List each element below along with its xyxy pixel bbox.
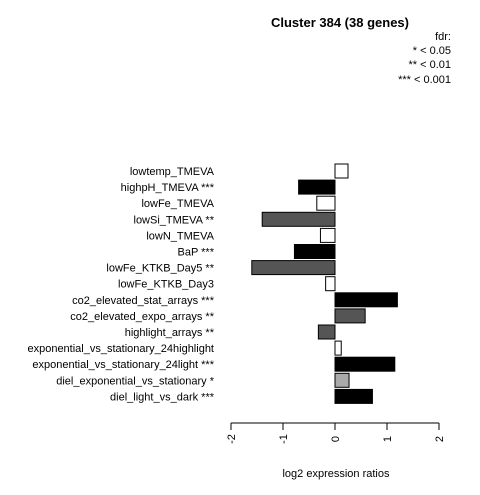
- bar: [334, 356, 396, 372]
- bar: [334, 308, 366, 324]
- bar: [334, 388, 373, 404]
- category-labels-group: lowtemp_TMEVA highpH_TMEVA *** lowFe_TMEVA…: [27, 166, 214, 403]
- category-label: diel_exponential_vs_stationary *: [56, 375, 214, 387]
- x-tick-label: -2: [226, 434, 238, 444]
- category-label: highpH_TMEVA ***: [121, 182, 215, 194]
- legend-entry-1: * < 0.05: [413, 45, 451, 57]
- category-label: lowFe_TMEVA: [141, 198, 214, 210]
- bar: [319, 227, 336, 243]
- category-label: exponential_vs_stationary_24highlight: [27, 343, 214, 355]
- category-label: BaP ***: [178, 247, 215, 259]
- bar: [334, 340, 342, 356]
- bar: [334, 163, 349, 179]
- legend-entry-3: *** < 0.001: [398, 74, 451, 86]
- category-label: lowFe_KTKB_Day3: [118, 279, 214, 291]
- x-tick-label: 0: [330, 436, 342, 442]
- category-label: lowSi_TMEVA **: [134, 214, 215, 226]
- bars-group: [251, 163, 398, 404]
- category-label: exponential_vs_stationary_24light ***: [32, 359, 214, 371]
- legend-title: fdr:: [435, 31, 451, 43]
- category-label: co2_elevated_stat_arrays ***: [72, 295, 215, 307]
- bar: [334, 372, 350, 388]
- bar: [298, 179, 336, 195]
- category-label: lowN_TMEVA: [146, 230, 214, 242]
- x-axis: -2 -1 0 1 2: [226, 422, 446, 444]
- bar: [316, 195, 336, 211]
- chart-title: Cluster 384 (38 genes): [271, 15, 409, 30]
- category-label: diel_light_vs_dark ***: [110, 391, 215, 403]
- x-tick-label: 2: [434, 436, 446, 442]
- legend-entry-2: ** < 0.01: [408, 59, 451, 71]
- x-tick-label: -1: [278, 434, 290, 444]
- category-label: lowtemp_TMEVA: [130, 166, 215, 178]
- bar: [325, 276, 336, 292]
- category-label: highlight_arrays **: [125, 327, 215, 339]
- category-label: co2_elevated_expo_arrays **: [70, 311, 214, 323]
- category-label: lowFe_KTKB_Day5 **: [106, 263, 214, 275]
- x-tick-label: 1: [382, 436, 394, 442]
- bar: [251, 260, 336, 276]
- bar: [293, 244, 336, 259]
- bar: [261, 211, 336, 227]
- x-axis-label: log2 expression ratios: [282, 468, 390, 480]
- bar: [317, 324, 336, 340]
- bar: [334, 292, 398, 308]
